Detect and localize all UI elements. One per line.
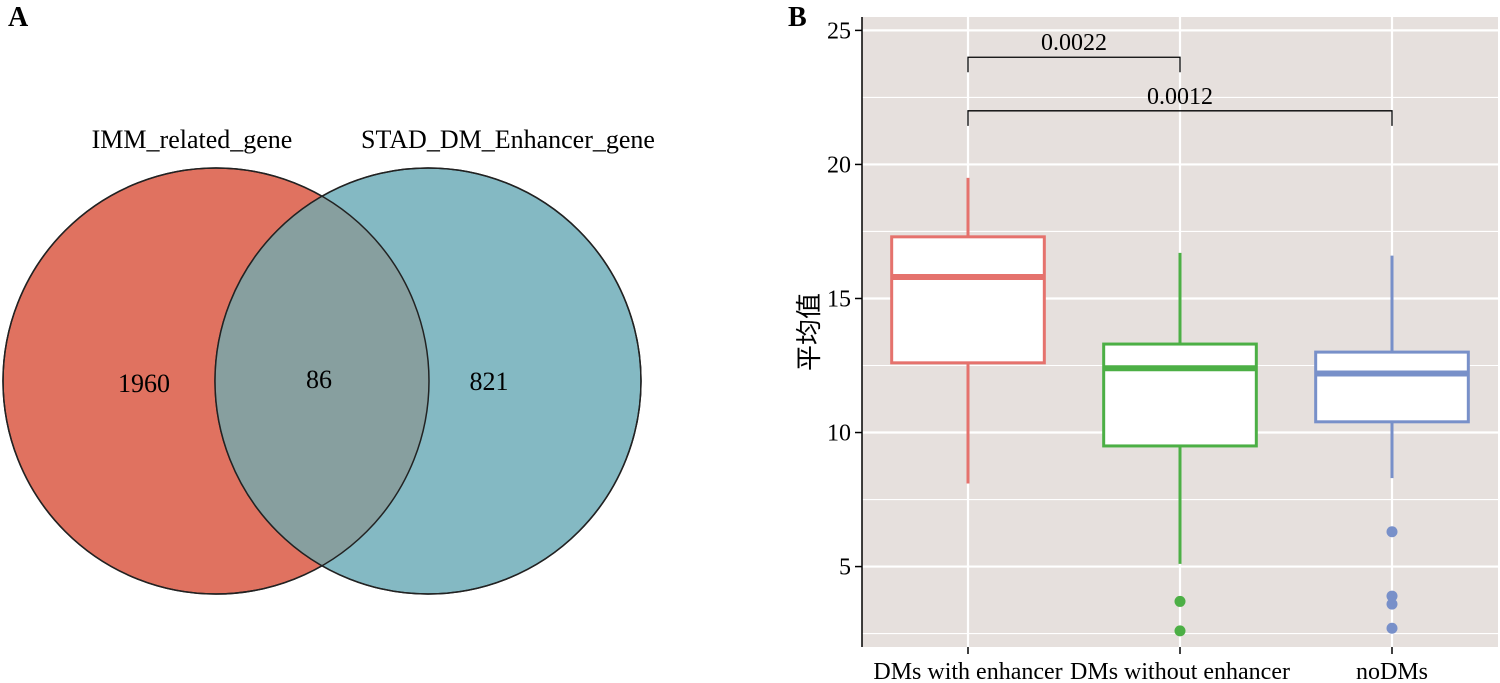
venn-set-label-stad-dm-enhancer-gene: STAD_DM_Enhancer_gene	[361, 125, 655, 154]
venn-set-label-imm-related-gene: IMM_related_gene	[92, 125, 293, 154]
outlier-point	[1386, 598, 1398, 610]
outlier-point	[1386, 590, 1398, 602]
outlier-point	[1174, 625, 1186, 637]
box-group	[1102, 252, 1258, 637]
significance-bracket	[967, 56, 1181, 73]
venn-outline-right	[214, 167, 642, 595]
boxplot-panel: B 5 10 15 20 25 DMs with enhancer DMs without…	[788, 2, 1498, 683]
x-tick-label: DMs without enhancer	[1070, 659, 1290, 683]
venn-count-stad-only: 821	[470, 367, 509, 396]
y-axis-label: 平均值	[795, 293, 825, 371]
outlier-point	[1386, 526, 1398, 538]
outlier-point	[1386, 622, 1398, 634]
panel-a-label: A	[8, 2, 29, 33]
p-value-label: 0.0012	[1147, 84, 1213, 110]
venn-count-imm-only: 1960	[118, 369, 170, 398]
significance-brackets: 0.0022 0.0012	[967, 30, 1393, 126]
y-axis-ticks: 5 10 15 20 25	[827, 17, 863, 647]
venn-overlap-region	[215, 168, 429, 594]
y-tick-label: 5	[839, 555, 851, 581]
p-value-label: 0.0022	[1041, 30, 1107, 56]
boxes	[890, 177, 1470, 637]
y-tick-label: 15	[827, 286, 851, 312]
x-tick-label: noDMs	[1356, 659, 1428, 683]
y-tick-label: 25	[827, 18, 851, 44]
y-tick-label: 20	[827, 152, 851, 178]
box	[890, 235, 1046, 365]
outlier-point	[1174, 595, 1186, 607]
significance-bracket	[967, 110, 1393, 126]
venn-outline-left	[2, 167, 430, 595]
box	[1314, 350, 1470, 424]
venn-panel: A IMM_related_gene STAD_DM_Enhancer_gene…	[2, 2, 655, 595]
box-group	[890, 177, 1046, 484]
x-tick-label: DMs with enhancer	[873, 659, 1062, 683]
box-group	[1314, 255, 1470, 634]
panel-b-label: B	[788, 2, 807, 33]
x-axis-ticks: DMs with enhancer DMs without enhancer noD…	[873, 647, 1428, 683]
box	[1102, 342, 1258, 448]
y-tick-label: 10	[827, 421, 851, 447]
venn-count-overlap: 86	[306, 365, 332, 394]
